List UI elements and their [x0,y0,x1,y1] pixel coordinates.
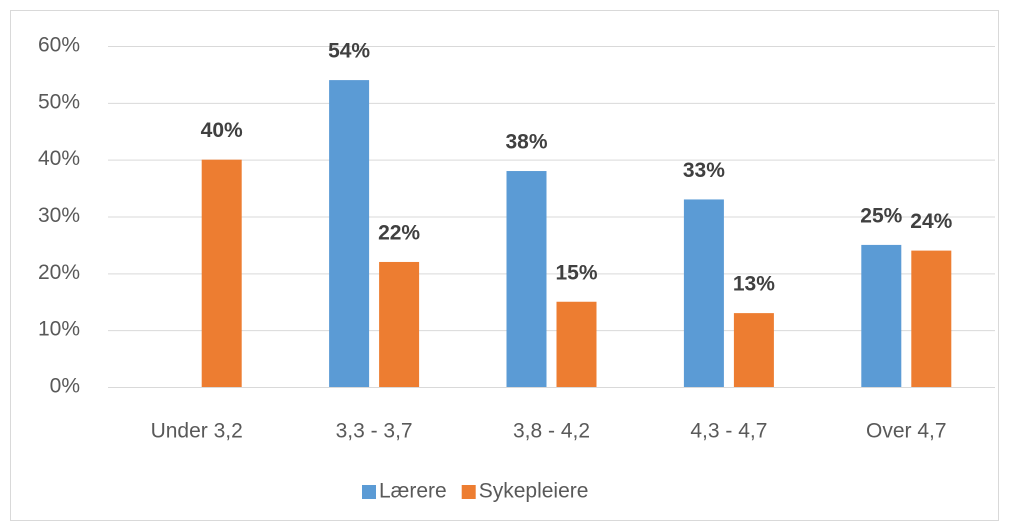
legend-swatch [461,485,476,499]
data-label: 40% [201,119,243,142]
x-tick-label: 4,3 - 4,7 [690,420,767,443]
y-tick-label: 30% [38,204,80,227]
data-label: 25% [860,204,902,227]
y-tick-label: 40% [38,147,80,170]
data-label: 33% [683,159,725,182]
data-label: 15% [555,261,597,284]
y-tick-label: 50% [38,90,80,113]
bar [683,199,724,387]
x-tick-label: Under 3,2 [151,420,243,443]
bar [379,261,420,387]
legend-swatch [362,485,376,499]
y-tick-label: 20% [38,261,80,284]
legend-label: Sykepleiere [479,480,589,503]
bar [556,301,597,387]
data-label: 22% [378,222,420,245]
y-tick-label: 0% [50,375,80,398]
data-label: 54% [328,40,370,63]
x-tick-label: Over 4,7 [866,420,947,443]
bar [329,80,370,387]
legend-label: Lærere [379,480,447,503]
bar [201,159,242,387]
data-label: 24% [910,210,952,233]
bar [506,171,547,387]
y-tick-label: 60% [38,34,80,57]
chart-border [10,10,999,521]
x-tick-label: 3,8 - 4,2 [513,420,590,443]
bar [733,313,774,387]
y-tick-label: 10% [38,318,80,341]
bar [861,244,902,387]
bar [911,250,952,387]
data-label: 38% [505,131,547,154]
data-label: 13% [733,273,775,296]
x-tick-label: 3,3 - 3,7 [336,420,413,443]
